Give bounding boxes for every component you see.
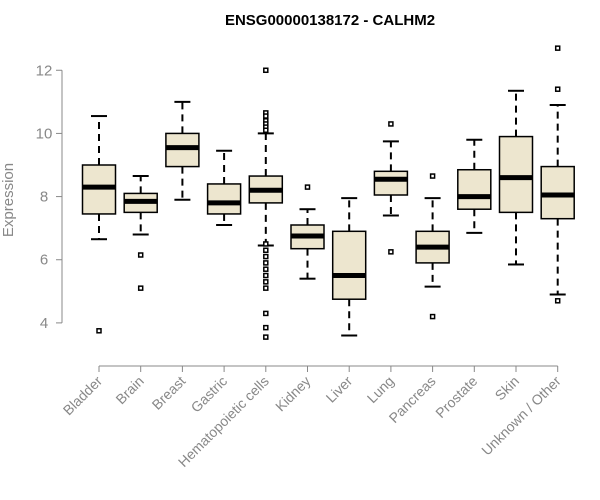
box-kidney: [290, 184, 325, 280]
box-lung: [373, 121, 409, 255]
y-tick-label: 10: [36, 125, 53, 142]
iqr-box: [331, 230, 367, 300]
x-tick-label: Brain: [112, 373, 146, 407]
outlier-point: [429, 313, 436, 320]
x-tick-label: Breast: [149, 373, 189, 413]
outlier-point: [554, 86, 561, 92]
outlier-point: [137, 252, 144, 258]
outlier-point: [263, 279, 269, 285]
box-gastric: [206, 149, 242, 226]
box-skin: [498, 89, 534, 266]
x-tick-label: Bladder: [60, 373, 106, 419]
x-tick-label: Prostate: [432, 373, 480, 421]
outlier-point: [263, 272, 269, 279]
outlier-point: [388, 121, 394, 127]
box-liver: [331, 197, 367, 337]
iqr-box: [498, 135, 534, 214]
box-unknown-other: [540, 45, 575, 304]
outlier-point: [263, 266, 269, 272]
iqr-box: [373, 170, 409, 196]
box-pancreas: [415, 173, 450, 320]
outlier-point: [554, 45, 561, 51]
y-axis: 4 6 8 10 12: [36, 62, 63, 332]
chart-title: ENSG00000138172 - CALHM2: [225, 12, 435, 29]
outlier-point: [263, 247, 269, 254]
box-breast: [165, 100, 200, 201]
outlier-point: [388, 249, 394, 255]
y-tick-label: 4: [40, 315, 48, 332]
x-tick-label: Unknown / Other: [478, 373, 564, 459]
outlier-point: [137, 285, 144, 291]
x-tick-label: Skin: [492, 373, 523, 404]
iqr-box: [457, 168, 492, 210]
y-axis-label: Expression: [0, 163, 17, 237]
outlier-point: [263, 67, 269, 74]
x-tick-label: Liver: [323, 373, 356, 406]
outlier-point: [96, 328, 102, 334]
box-prostate: [457, 138, 492, 234]
iqr-box: [206, 183, 242, 215]
outlier-point: [263, 310, 269, 317]
box-brain: [123, 175, 158, 291]
outlier-point: [263, 324, 269, 331]
box-bladder: [81, 115, 117, 334]
outlier-point: [263, 127, 269, 134]
x-tick-label: Kidney: [272, 373, 314, 415]
box-hematopoietic-cells: [248, 67, 284, 340]
outlier-point: [263, 260, 269, 266]
outlier-point: [263, 253, 269, 260]
outlier-point: [263, 285, 269, 291]
outlier-point: [554, 298, 561, 304]
y-tick-label: 12: [36, 62, 53, 79]
y-tick-label: 6: [40, 252, 48, 269]
outlier-point: [263, 241, 269, 247]
outlier-point: [304, 184, 311, 190]
outlier-point: [429, 173, 436, 179]
x-tick-label: Lung: [364, 373, 397, 406]
plot-area: [81, 45, 575, 340]
y-tick-label: 8: [40, 189, 48, 206]
outlier-point: [263, 334, 269, 340]
outlier-point: [263, 113, 269, 119]
